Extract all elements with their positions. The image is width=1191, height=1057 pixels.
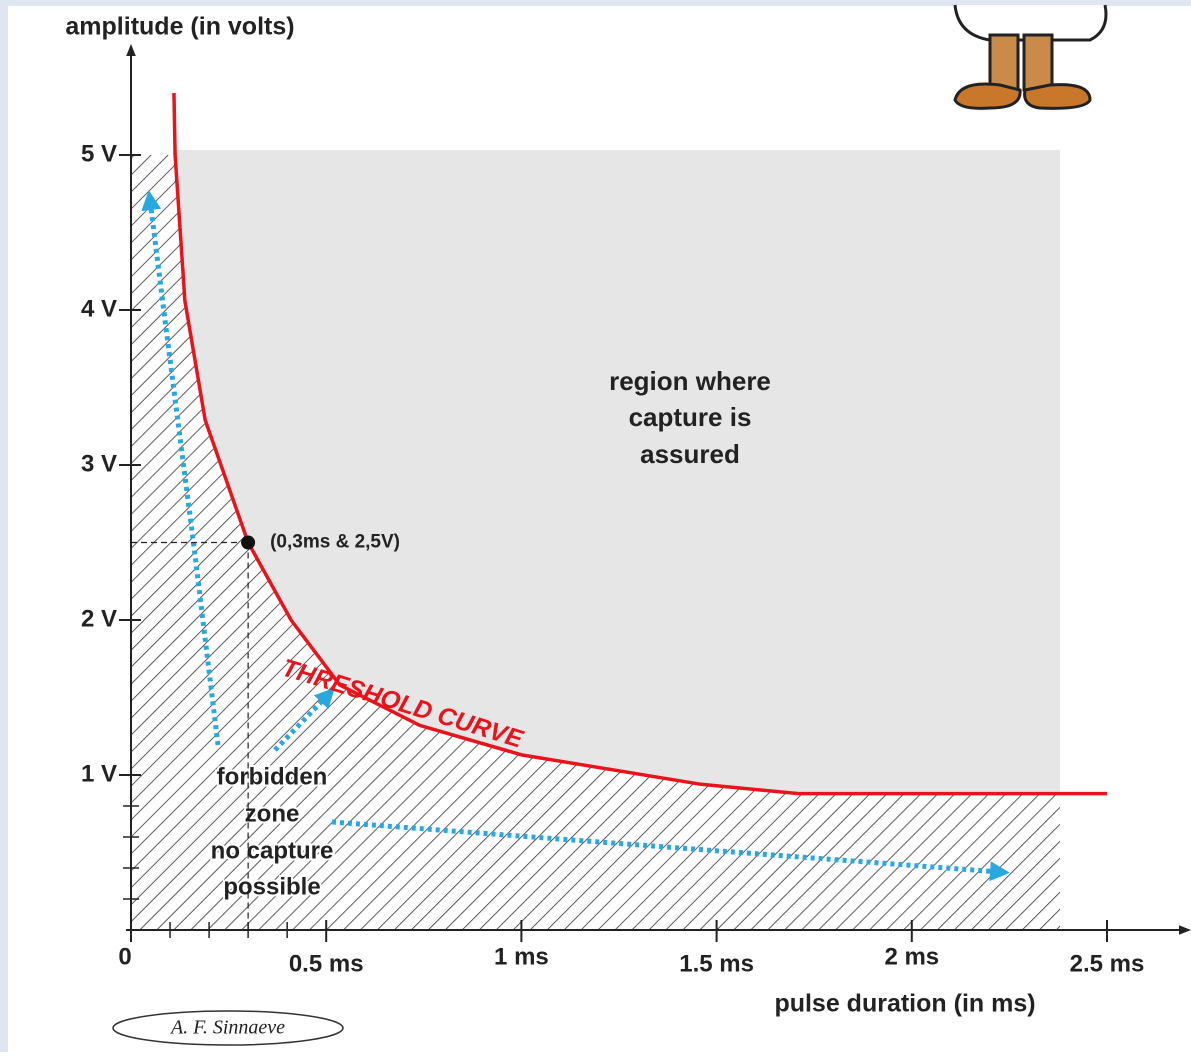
signature-frame <box>112 1010 344 1046</box>
region-label: capture is <box>629 402 752 432</box>
forbidden-zone <box>131 155 1060 930</box>
x-tick-label: 2.5 ms <box>1070 950 1145 977</box>
x-tick-label: 2 ms <box>884 943 939 970</box>
y-axis-label: amplitude (in volts) <box>65 13 294 41</box>
forbidden-label: no capture <box>211 837 334 864</box>
y-tick-label: 3 V <box>81 450 117 477</box>
frame <box>0 0 1191 6</box>
y-tick-label: 2 V <box>81 605 117 632</box>
frame <box>0 0 8 1052</box>
x-tick-label: 0 <box>118 943 131 970</box>
annotation-arrows <box>141 190 1010 882</box>
forbidden-label: zone <box>245 800 300 827</box>
forbidden-label: forbidden <box>217 763 328 790</box>
y-tick-label: 1 V <box>81 760 117 787</box>
cartoon <box>953 4 1108 110</box>
region-label: region where <box>609 366 771 396</box>
x-axis-label: pulse duration (in ms) <box>774 990 1035 1018</box>
region-label: assured <box>640 439 740 469</box>
point <box>241 535 256 550</box>
point-label: (0,3ms & 2,5V) <box>270 532 400 553</box>
signature: A. F. Sinnaeve <box>169 1017 285 1039</box>
x-tick-label: 0.5 ms <box>289 950 364 977</box>
y-tick-label: 4 V <box>81 295 117 322</box>
x-tick-label: 1.5 ms <box>679 950 754 977</box>
x-tick-label: 1 ms <box>494 943 549 970</box>
threshold-curve <box>172 92 1107 796</box>
forbidden-label: possible <box>223 873 320 900</box>
y-tick-label: 5 V <box>81 140 117 167</box>
